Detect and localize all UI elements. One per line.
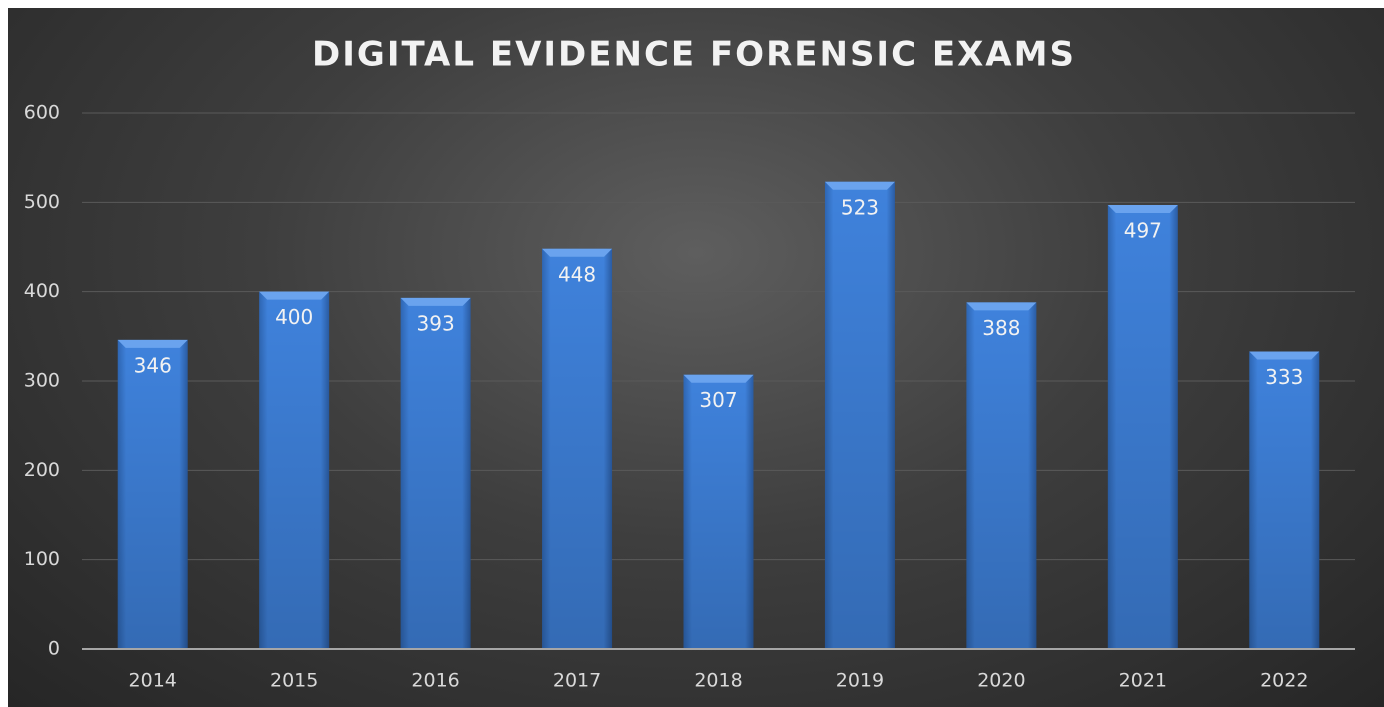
bar-bevel [966, 302, 1037, 311]
data-label: 346 [134, 353, 172, 377]
data-label: 388 [982, 316, 1020, 340]
x-tick-label: 2014 [129, 670, 177, 692]
bar-shade [117, 339, 188, 649]
bar-bevel [259, 291, 330, 300]
bar-bevel [824, 181, 895, 190]
y-tick-label: 400 [24, 280, 60, 302]
data-label: 307 [699, 388, 737, 412]
y-tick-label: 200 [24, 459, 60, 481]
bar [824, 181, 895, 649]
data-label: 523 [841, 195, 879, 219]
bar-bevel [1249, 351, 1320, 360]
x-tick-label: 2019 [836, 670, 884, 692]
data-label: 448 [558, 262, 596, 286]
bar [683, 374, 754, 649]
bar-bevel [542, 248, 613, 257]
chart-title: DIGITAL EVIDENCE FORENSIC EXAMS [312, 35, 1076, 75]
y-tick-label: 500 [24, 191, 60, 213]
bar-shade [1249, 351, 1320, 649]
bar [259, 291, 330, 649]
data-label: 497 [1124, 219, 1162, 243]
bar-bevel [1107, 205, 1178, 214]
bar-bevel [683, 374, 754, 383]
data-label: 333 [1265, 365, 1303, 389]
x-tick-label: 2018 [694, 670, 742, 692]
x-tick-label: 2020 [977, 670, 1025, 692]
bar [400, 297, 471, 649]
bar-shade [1107, 205, 1178, 649]
y-tick-label: 300 [24, 370, 60, 392]
bar-shade [259, 291, 330, 649]
bar-shade [683, 374, 754, 649]
x-tick-label: 2016 [411, 670, 459, 692]
bar [1107, 205, 1178, 649]
y-tick-label: 0 [48, 638, 60, 660]
data-label: 393 [417, 311, 455, 335]
y-tick-label: 600 [24, 102, 60, 124]
data-label: 400 [275, 305, 313, 329]
bar-shade [824, 181, 895, 649]
x-tick-label: 2022 [1260, 670, 1308, 692]
bar [1249, 351, 1320, 649]
bar-bevel [400, 297, 471, 306]
bar-shade [542, 248, 613, 649]
y-tick-label: 100 [24, 548, 60, 570]
x-tick-label: 2021 [1119, 670, 1167, 692]
x-tick-label: 2015 [270, 670, 318, 692]
bar [542, 248, 613, 649]
bar-shade [966, 302, 1037, 649]
bar-bevel [117, 339, 188, 348]
bar-shade [400, 297, 471, 649]
bar [966, 302, 1037, 649]
x-tick-label: 2017 [553, 670, 601, 692]
bar [117, 339, 188, 649]
